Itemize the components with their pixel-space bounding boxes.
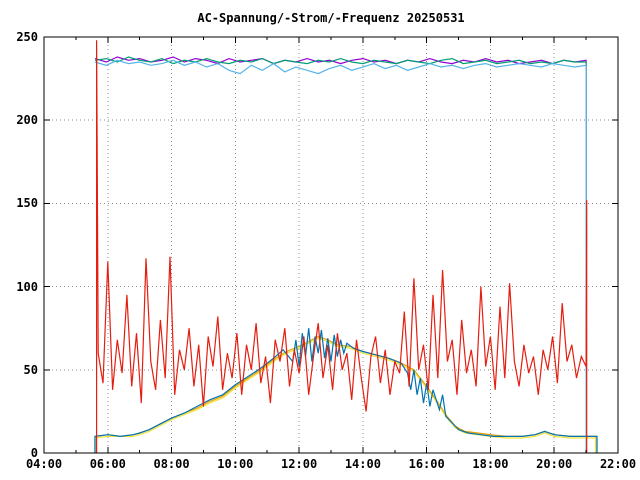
x-tick-label: 22:00: [599, 457, 637, 471]
y-tick-label: 100: [16, 279, 38, 294]
x-tick-label: 06:00: [89, 457, 126, 471]
y-tick-label: 50: [23, 362, 38, 377]
x-tick-label: 08:00: [153, 457, 190, 471]
x-tick-label: 20:00: [536, 457, 573, 471]
y-tick-label: 150: [16, 196, 38, 211]
series-line-u1: [94, 56, 587, 453]
y-tick-label: 200: [16, 113, 38, 128]
plot-frame: [43, 36, 619, 454]
x-tick-label: 16:00: [408, 457, 445, 471]
series-line-u3: [94, 59, 587, 453]
series-line-i2: [94, 337, 597, 453]
series-line-u2: [94, 56, 587, 453]
y-tick-label: 250: [16, 30, 38, 44]
y-tick-label: 0: [30, 446, 38, 460]
x-tick-label: 10:00: [217, 457, 254, 471]
x-tick-label: 18:00: [472, 457, 509, 471]
series-line-frequenz: [95, 40, 588, 453]
x-tick-label: 14:00: [344, 457, 381, 471]
series-line-i3: [94, 328, 598, 453]
series-line-i1: [94, 335, 597, 453]
x-tick-label: 04:00: [25, 457, 63, 471]
chart-title: AC-Spannung/-Strom/-Frequenz 20250531: [197, 11, 465, 25]
x-tick-label: 12:00: [281, 457, 318, 471]
